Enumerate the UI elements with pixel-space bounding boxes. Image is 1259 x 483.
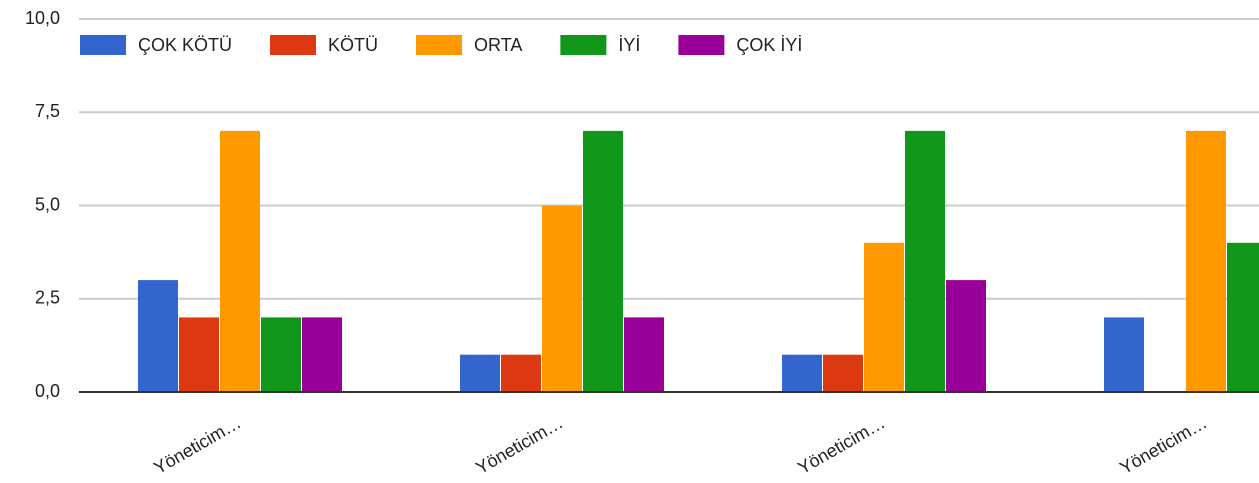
y-tick-label: 10,0	[25, 8, 60, 28]
bar	[501, 354, 541, 392]
legend-label: ORTA	[474, 35, 522, 55]
y-tick-label: 5,0	[35, 194, 60, 214]
bar	[261, 317, 301, 392]
bar	[179, 317, 219, 392]
bar	[624, 317, 664, 392]
legend-label: ÇOK KÖTÜ	[138, 35, 232, 55]
bar	[905, 130, 945, 392]
bar	[302, 317, 342, 392]
y-tick-label: 0,0	[35, 381, 60, 401]
legend-swatch	[416, 35, 463, 55]
bar	[1227, 242, 1259, 392]
y-tick-label: 7,5	[35, 101, 60, 121]
bar	[542, 205, 582, 392]
bar	[823, 354, 863, 392]
x-tick-label: Yöneticim…	[472, 412, 566, 478]
bar	[583, 130, 623, 392]
legend-label: ÇOK İYİ	[736, 35, 802, 55]
legend-swatch	[80, 35, 126, 55]
bar	[1104, 317, 1144, 392]
bar	[782, 354, 822, 392]
legend-label: İYİ	[618, 35, 640, 55]
y-tick-label: 2,5	[35, 288, 60, 308]
legend-swatch	[270, 35, 317, 55]
bar	[220, 130, 260, 392]
legend-label: KÖTÜ	[328, 35, 378, 55]
legend-swatch	[678, 35, 725, 55]
x-tick-label: Yöneticim…	[794, 412, 888, 478]
bar	[1186, 130, 1226, 392]
x-tick-label: Yöneticim…	[150, 412, 244, 478]
x-tick-label: Yöneticim…	[1116, 412, 1210, 478]
bar	[864, 242, 904, 392]
bar	[138, 280, 178, 392]
bar	[946, 280, 986, 392]
legend-swatch	[560, 35, 607, 55]
bar	[460, 354, 500, 392]
